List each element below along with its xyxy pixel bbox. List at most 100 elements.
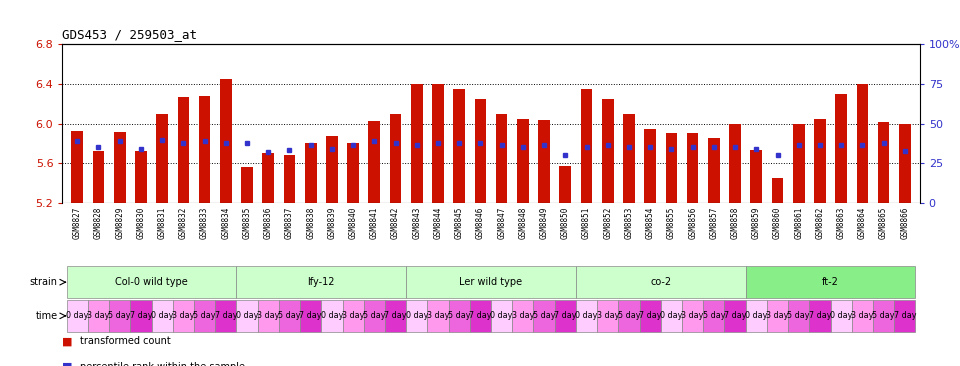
Bar	[109, 300, 131, 332]
Bar	[639, 300, 660, 332]
Text: 0 day: 0 day	[745, 311, 767, 320]
Text: 0 day: 0 day	[660, 311, 683, 320]
Bar	[406, 300, 427, 332]
Text: GSM8832: GSM8832	[179, 206, 188, 239]
Text: GSM8839: GSM8839	[327, 206, 336, 239]
Text: 0 day: 0 day	[151, 311, 174, 320]
Bar	[517, 119, 529, 203]
Text: 5 day: 5 day	[703, 311, 725, 320]
Bar	[469, 300, 491, 332]
Bar	[660, 300, 682, 332]
Bar	[746, 266, 916, 298]
Text: GSM8858: GSM8858	[731, 206, 739, 239]
Bar	[262, 153, 274, 203]
Bar	[772, 178, 783, 203]
Text: GSM8859: GSM8859	[752, 206, 760, 239]
Text: 3 day: 3 day	[596, 311, 619, 320]
Bar	[385, 300, 406, 332]
Bar	[364, 300, 385, 332]
Bar	[215, 300, 236, 332]
Bar	[236, 300, 257, 332]
Text: 7 day: 7 day	[724, 311, 746, 320]
Bar	[236, 266, 406, 298]
Text: 5 day: 5 day	[787, 311, 810, 320]
Text: 0 day: 0 day	[830, 311, 852, 320]
Bar	[453, 89, 465, 203]
Bar	[835, 94, 847, 203]
Bar	[194, 300, 215, 332]
Bar	[300, 300, 322, 332]
Text: GSM8843: GSM8843	[412, 206, 421, 239]
Bar	[830, 300, 852, 332]
Bar	[432, 84, 444, 203]
Text: GSM8829: GSM8829	[115, 206, 124, 239]
Text: GSM8836: GSM8836	[264, 206, 273, 239]
Bar	[474, 99, 487, 203]
Bar	[686, 134, 699, 203]
Bar	[495, 113, 508, 203]
Bar	[899, 124, 911, 203]
Bar	[513, 300, 534, 332]
Text: GSM8842: GSM8842	[391, 206, 400, 239]
Bar	[131, 300, 152, 332]
Bar	[539, 120, 550, 203]
Text: 5 day: 5 day	[617, 311, 640, 320]
Text: Ler wild type: Ler wild type	[460, 277, 522, 287]
Bar	[348, 143, 359, 203]
Text: GSM8854: GSM8854	[646, 206, 655, 239]
Bar	[278, 300, 300, 332]
Bar	[534, 300, 555, 332]
Bar	[66, 266, 236, 298]
Text: GSM8850: GSM8850	[561, 206, 570, 239]
Text: GSM8831: GSM8831	[157, 206, 167, 239]
Bar	[156, 113, 168, 203]
Bar	[427, 300, 448, 332]
Bar	[92, 152, 105, 203]
Text: GSM8856: GSM8856	[688, 206, 697, 239]
Text: 7 day: 7 day	[894, 311, 916, 320]
Bar	[873, 300, 894, 332]
Text: 3 day: 3 day	[257, 311, 279, 320]
Text: GSM8828: GSM8828	[94, 206, 103, 239]
Bar	[682, 300, 704, 332]
Bar	[809, 300, 830, 332]
Text: 7 day: 7 day	[300, 311, 322, 320]
Bar	[877, 122, 890, 203]
Text: 7 day: 7 day	[554, 311, 577, 320]
Bar	[283, 156, 296, 203]
Text: lfy-12: lfy-12	[307, 277, 335, 287]
Text: 7 day: 7 day	[384, 311, 407, 320]
Text: 7 day: 7 day	[808, 311, 831, 320]
Text: 5 day: 5 day	[873, 311, 895, 320]
Text: 0 day: 0 day	[236, 311, 258, 320]
Text: GSM8849: GSM8849	[540, 206, 548, 239]
Text: ■: ■	[62, 336, 73, 346]
Text: GSM8845: GSM8845	[455, 206, 464, 239]
Text: GSM8857: GSM8857	[709, 206, 718, 239]
Text: 7 day: 7 day	[469, 311, 492, 320]
Text: 3 day: 3 day	[512, 311, 534, 320]
Bar	[152, 300, 173, 332]
Bar	[708, 138, 720, 203]
Text: 3 day: 3 day	[766, 311, 789, 320]
Bar	[852, 300, 873, 332]
Text: 5 day: 5 day	[448, 311, 470, 320]
Bar	[199, 96, 210, 203]
Text: 7 day: 7 day	[130, 311, 153, 320]
Text: GSM8860: GSM8860	[773, 206, 782, 239]
Text: 7 day: 7 day	[639, 311, 661, 320]
Bar	[555, 300, 576, 332]
Text: 3 day: 3 day	[172, 311, 195, 320]
Bar	[746, 300, 767, 332]
Text: GSM8846: GSM8846	[476, 206, 485, 239]
Text: GSM8865: GSM8865	[879, 206, 888, 239]
Text: GSM8834: GSM8834	[222, 206, 230, 239]
Bar	[665, 134, 677, 203]
Text: 0 day: 0 day	[575, 311, 598, 320]
Text: 5 day: 5 day	[278, 311, 300, 320]
Text: GSM8840: GSM8840	[348, 206, 358, 239]
Text: 3 day: 3 day	[682, 311, 704, 320]
Text: co-2: co-2	[650, 277, 671, 287]
Text: 0 day: 0 day	[321, 311, 343, 320]
Text: GSM8853: GSM8853	[624, 206, 634, 239]
